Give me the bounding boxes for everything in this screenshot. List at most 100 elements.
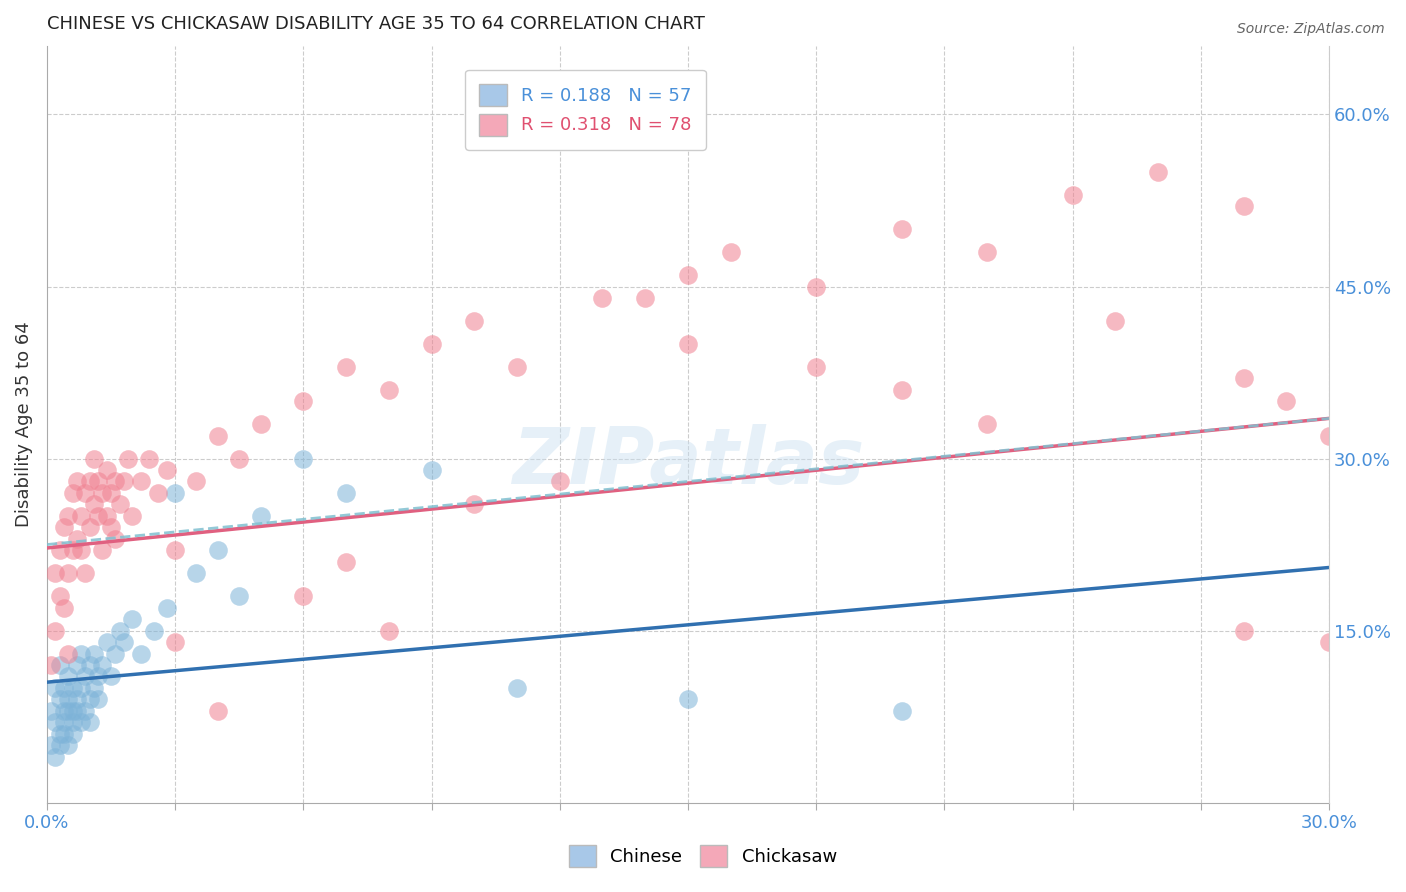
Point (165, 635, 187, 649)
Point (112, 475, 135, 489)
Point (104, 647, 127, 661)
Point (1232, 624, 1254, 638)
Point (129, 475, 152, 489)
Point (207, 704, 229, 718)
Point (79, 715, 101, 730)
Point (378, 383, 401, 397)
Point (48, 657, 70, 672)
Point (96, 635, 118, 649)
Point (96, 463, 118, 477)
Point (66, 692, 89, 706)
Point (91, 486, 114, 500)
Point (976, 417, 998, 431)
Point (249, 417, 271, 431)
Point (48, 738, 70, 752)
Point (75, 669, 97, 683)
Point (70, 543, 93, 558)
Point (70, 508, 93, 523)
Point (1147, 165, 1170, 179)
Point (44, 715, 66, 730)
Point (335, 486, 357, 500)
Text: CHINESE VS CHICKASAW DISABILITY AGE 35 TO 64 CORRELATION CHART: CHINESE VS CHICKASAW DISABILITY AGE 35 T… (46, 15, 704, 33)
Point (53, 600, 76, 615)
Point (142, 624, 165, 638)
Point (1317, 635, 1340, 649)
Point (44, 624, 66, 638)
Point (39, 704, 62, 718)
Point (83, 451, 105, 466)
Point (91, 657, 114, 672)
Point (420, 336, 443, 351)
Y-axis label: Disability Age 35 to 64: Disability Age 35 to 64 (15, 321, 32, 527)
Point (548, 475, 571, 489)
Point (207, 543, 229, 558)
Point (292, 394, 315, 409)
Legend: Chinese, Chickasaw: Chinese, Chickasaw (561, 838, 845, 874)
Point (58, 647, 80, 661)
Point (58, 669, 80, 683)
Point (100, 486, 122, 500)
Point (79, 692, 101, 706)
Text: ZIPatlas: ZIPatlas (512, 424, 865, 500)
Point (62, 704, 84, 718)
Point (75, 566, 97, 581)
Point (62, 681, 84, 695)
Point (53, 520, 76, 534)
Text: Source: ZipAtlas.com: Source: ZipAtlas.com (1237, 22, 1385, 37)
Point (66, 532, 89, 546)
Point (890, 383, 912, 397)
Point (165, 486, 187, 500)
Point (66, 475, 89, 489)
Point (804, 279, 827, 293)
Point (121, 508, 143, 523)
Point (91, 543, 114, 558)
Point (39, 657, 62, 672)
Legend: R = 0.188   N = 57, R = 0.318   N = 78: R = 0.188 N = 57, R = 0.318 N = 78 (465, 70, 706, 150)
Point (804, 359, 827, 374)
Point (62, 727, 84, 741)
Point (87, 669, 110, 683)
Point (1317, 428, 1340, 442)
Point (506, 359, 529, 374)
Point (44, 566, 66, 581)
Point (44, 749, 66, 764)
Point (186, 475, 208, 489)
Point (676, 268, 699, 282)
Point (58, 704, 80, 718)
Point (70, 715, 93, 730)
Point (463, 314, 485, 328)
Point (104, 532, 127, 546)
Point (66, 657, 89, 672)
Point (62, 486, 84, 500)
Point (108, 497, 131, 511)
Point (335, 555, 357, 569)
Point (720, 245, 742, 260)
Point (146, 486, 169, 500)
Point (1104, 314, 1126, 328)
Point (100, 520, 122, 534)
Point (420, 463, 443, 477)
Point (976, 245, 998, 260)
Point (58, 508, 80, 523)
Point (79, 475, 101, 489)
Point (70, 681, 93, 695)
Point (58, 738, 80, 752)
Point (53, 681, 76, 695)
Point (463, 497, 485, 511)
Point (121, 612, 143, 626)
Point (58, 692, 80, 706)
Point (87, 475, 110, 489)
Point (117, 451, 139, 466)
Point (87, 508, 110, 523)
Point (83, 647, 105, 661)
Point (79, 657, 101, 672)
Point (1275, 394, 1298, 409)
Point (79, 520, 101, 534)
Point (100, 669, 122, 683)
Point (890, 704, 912, 718)
Point (1062, 187, 1084, 202)
Point (155, 600, 177, 615)
Point (75, 486, 97, 500)
Point (228, 451, 250, 466)
Point (165, 543, 187, 558)
